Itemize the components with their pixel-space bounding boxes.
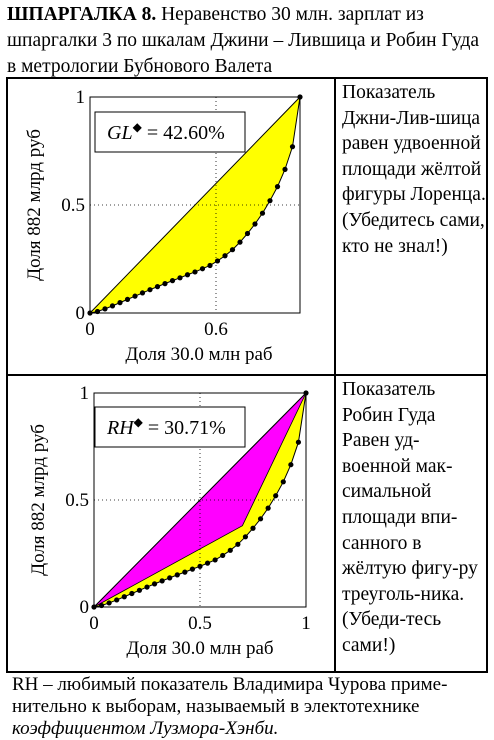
lorenz-point-26 [282, 166, 288, 172]
plot-frame [93, 392, 307, 608]
annotation-box [94, 111, 246, 153]
x-tick-label-1: 0.5 [188, 613, 212, 634]
lorenz-point-13 [184, 272, 191, 278]
lorenz-point-21 [250, 525, 256, 531]
lorenz-point-21 [244, 230, 251, 237]
y-tick-label-1: 0.5 [61, 195, 85, 216]
lorenz-point-24 [273, 493, 279, 499]
lorenz-point-3 [114, 597, 120, 603]
x-tick-label-1: 0.6 [204, 319, 228, 340]
robin-hood-chart: 0 0.5 1 0 0.5 1 Доля 30.0 млн раб Доля 882 млрд… [8, 376, 334, 672]
x-tick-label-0: 0 [89, 613, 99, 634]
x-axis-label: Доля 30.0 млн раб [126, 638, 273, 659]
lorenz-point-14 [192, 269, 198, 275]
lorenz-point-18 [227, 547, 233, 553]
lorenz-point-14 [197, 563, 203, 569]
annotation-text: GL◆ = 42.60% [107, 120, 225, 144]
y-tick-label-2: 1 [76, 87, 86, 108]
lorenz-point-6 [132, 293, 138, 299]
gini-description: Показатель Джни-Лив-шица равен удвоенной… [342, 82, 486, 257]
annotation-symbol: RH [106, 417, 135, 439]
lorenz-point-25 [274, 184, 281, 190]
gini-chart: 0 0.6 0 0.5 1 Доля 30.0 млн раб Доля 882 млрд … [8, 79, 334, 375]
y-tick-label-1: 0.5 [65, 490, 89, 511]
lorenz-point-22 [252, 221, 258, 227]
lorenz-point-10 [167, 575, 173, 581]
lorenz-point-5 [129, 590, 135, 597]
robin-hood-chart-svg: 0 0.5 1 0 0.5 1 Доля 30.0 млн раб Доля 882 млрд… [28, 383, 311, 659]
diamond-icon: ◆ [133, 120, 143, 134]
lorenz-point-13 [189, 566, 196, 572]
lorenz-point-18 [222, 253, 228, 259]
lorenz-point-2 [102, 306, 108, 312]
lorenz-point-17 [214, 258, 221, 264]
table-column-divider [334, 77, 336, 673]
diamond-icon: ◆ [134, 415, 144, 429]
header-title-text: Неравенство 30 млн. зарплат из шпаргалки… [7, 4, 480, 77]
lorenz-point-8 [151, 581, 158, 587]
y-tick-label-2: 1 [80, 383, 90, 404]
x-axis-label: Доля 30.0 млн раб [125, 344, 272, 365]
footer-note: RH – любимый показатель Владимира Чурова… [12, 674, 490, 740]
lorenz-point-20 [237, 239, 243, 245]
lorenz-point-24 [267, 198, 273, 204]
y-axis-label: Доля 882 млрд руб [24, 129, 45, 281]
lorenz-point-15 [199, 266, 206, 272]
lorenz-point-27 [295, 439, 302, 445]
lorenz-point-9 [159, 578, 165, 584]
lorenz-point-19 [235, 541, 241, 547]
lorenz-point-27 [289, 144, 296, 150]
lorenz-point-17 [220, 552, 226, 559]
lorenz-point-7 [139, 290, 146, 296]
y-axis-label: Доля 882 млрд руб [28, 424, 49, 576]
lorenz-point-8 [147, 287, 153, 293]
gini-chart-svg: 0 0.6 0 0.5 1 Доля 30.0 млн раб Доля 882 млрд … [24, 87, 303, 365]
lorenz-point-23 [259, 210, 266, 216]
header-title-bold: ШПАРГАЛКА 8. [7, 4, 157, 25]
lorenz-point-7 [144, 584, 150, 590]
lorenz-point-12 [177, 275, 183, 281]
table-row-divider [6, 374, 488, 376]
lorenz-point-19 [229, 247, 236, 253]
annotation-value: = 42.60% [142, 122, 225, 144]
lorenz-point-4 [117, 300, 123, 306]
lorenz-point-11 [174, 572, 180, 578]
lorenz-point-12 [182, 569, 188, 575]
annotation-text: RH◆ = 30.71% [106, 415, 226, 439]
plot-frame [89, 96, 301, 314]
equality-line [89, 96, 301, 314]
footer-text: RH – любимый показатель Владимира Чурова… [12, 674, 448, 717]
lorenz-point-20 [242, 534, 249, 540]
robin-hood-description: Показатель Робин Гуда Равен уд-военной м… [342, 379, 478, 656]
lorenz-point-26 [288, 462, 294, 468]
lorenz-point-4 [121, 594, 127, 600]
lorenz-point-22 [257, 516, 264, 522]
lorenz-point-6 [136, 587, 143, 593]
lorenz-point-2 [106, 600, 112, 606]
lorenz-point-5 [124, 296, 131, 302]
lorenz-point-9 [154, 284, 161, 290]
lorenz-point-16 [207, 262, 213, 269]
lorenz-point-3 [109, 303, 116, 309]
y-tick-label-0: 0 [76, 303, 86, 324]
equality-line [93, 392, 307, 608]
lorenz-point-11 [169, 278, 176, 284]
lorenz-point-23 [265, 505, 271, 511]
lorenz-point-10 [162, 281, 168, 287]
page-header: ШПАРГАЛКА 8. Неравенство 30 млн. зарплат… [7, 2, 491, 80]
lorenz-point-15 [204, 560, 211, 566]
annotation-value: = 30.71% [143, 417, 226, 439]
lorenz-point-25 [280, 479, 286, 485]
annotation-box [94, 406, 246, 448]
x-tick-label-2: 1 [301, 613, 311, 634]
annotation-symbol: GL [107, 122, 133, 144]
lorenz-point-16 [212, 557, 218, 563]
y-tick-label-0: 0 [80, 597, 90, 618]
footer-italic-text: коэффициентом Лузмора-Хэнби. [12, 718, 279, 739]
x-tick-label-0: 0 [85, 319, 95, 340]
